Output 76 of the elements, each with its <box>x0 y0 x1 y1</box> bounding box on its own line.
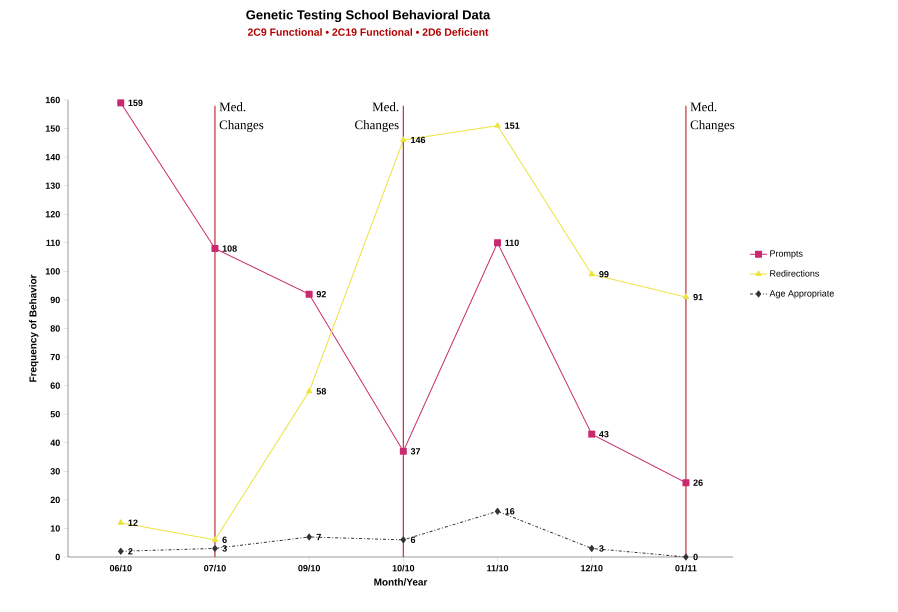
legend-label: Age Appropriate <box>770 290 834 298</box>
x-tick-label: 12/10 <box>581 564 603 572</box>
chart-title: Genetic Testing School Behavioral Data <box>246 10 490 22</box>
data-label: 0 <box>693 554 698 560</box>
y-tick-label: 100 <box>46 268 60 275</box>
ref-line-label: Med. Changes <box>355 102 399 132</box>
data-label: 6 <box>410 536 416 544</box>
point <box>212 536 218 542</box>
data-label: 92 <box>316 291 326 298</box>
ref-line-label: Med. Changes <box>220 102 264 132</box>
point <box>682 294 690 300</box>
y-tick-label: 140 <box>46 154 60 160</box>
x-tick-label: 06/10 <box>110 564 132 572</box>
legend-label: Prompts <box>770 250 803 258</box>
data-label: 3 <box>599 545 604 552</box>
point <box>588 430 596 438</box>
y-tick-label: 90 <box>50 296 60 304</box>
y-tick-label: 40 <box>50 440 60 446</box>
point <box>212 544 218 552</box>
point <box>211 245 218 252</box>
point <box>683 554 689 560</box>
point <box>400 448 407 455</box>
x-tick-label: 11/10 <box>487 564 508 572</box>
y-tick-label: 60 <box>50 382 60 389</box>
legend-label: Redirections <box>770 270 819 277</box>
point <box>306 290 313 298</box>
y-tick-label: 150 <box>46 125 60 132</box>
data-label: 99 <box>599 271 609 278</box>
data-label: 3 <box>222 545 227 552</box>
data-label: 2 <box>128 548 133 554</box>
data-label: 58 <box>316 388 326 395</box>
y-tick-label: 110 <box>46 240 60 246</box>
y-tick-label: 120 <box>46 211 60 218</box>
y-tick-label: 20 <box>50 496 60 504</box>
point <box>400 136 406 142</box>
point <box>118 548 124 555</box>
point <box>306 534 312 540</box>
x-tick-label: 07/10 <box>204 564 226 572</box>
data-label: 146 <box>411 136 426 144</box>
data-label: 6 <box>222 536 227 544</box>
y-tick-label: 160 <box>46 96 60 104</box>
y-tick-label: 10 <box>50 525 60 532</box>
y-tick-label: 130 <box>46 182 60 189</box>
x-tick-label: 01/11 <box>675 564 697 572</box>
data-label: 37 <box>410 448 420 454</box>
y-tick-label: 80 <box>50 325 60 332</box>
point <box>306 388 312 394</box>
data-label: 12 <box>128 520 138 526</box>
y-tick-label: 30 <box>50 468 60 474</box>
data-label: 43 <box>599 430 609 438</box>
point <box>494 508 500 515</box>
data-label: 7 <box>316 534 321 540</box>
data-label: 91 <box>693 294 703 300</box>
chart-subtitle: 2C9 Functional • 2C19 Functional • 2D6 Deficient <box>248 28 488 36</box>
point <box>117 99 124 106</box>
point <box>494 239 502 246</box>
data-label: 16 <box>505 508 514 514</box>
data-label: 151 <box>505 122 520 129</box>
y-axis-title: Frequency of Behavior <box>29 274 38 382</box>
point <box>400 536 406 544</box>
ref-line-label: Med. Changes <box>690 102 734 132</box>
point <box>588 544 594 552</box>
y-tick-label: 70 <box>50 354 60 360</box>
data-label: 110 <box>505 240 519 246</box>
point <box>682 479 690 486</box>
x-tick-label: 09/10 <box>298 564 320 572</box>
y-tick-label: 50 <box>50 410 60 418</box>
data-label: 159 <box>128 100 143 106</box>
point <box>118 519 124 525</box>
y-tick-label: 0 <box>56 554 60 560</box>
point <box>494 122 501 128</box>
x-axis-title: Month/Year <box>374 578 428 586</box>
x-tick-label: 10/10 <box>392 564 414 572</box>
point <box>588 270 595 276</box>
data-label: 26 <box>693 480 703 486</box>
data-label: 108 <box>222 245 237 252</box>
